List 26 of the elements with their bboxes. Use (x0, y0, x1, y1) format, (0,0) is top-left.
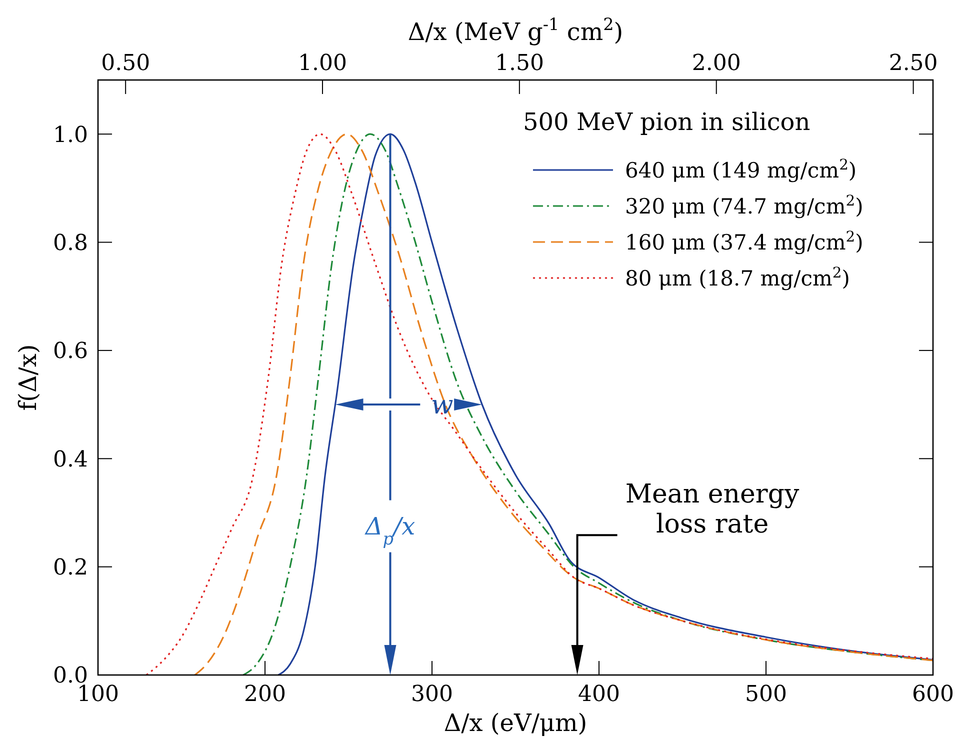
x-tick-label: 200 (244, 682, 286, 707)
y-tick-label: 0.4 (53, 447, 88, 472)
y-tick-label: 0.6 (53, 339, 88, 364)
annotation: Mean energy loss rate (625, 479, 800, 540)
x2-axis-title: Δ/x (MeV g$^{-1}$ cm$^{2}$) (408, 14, 624, 46)
x-tick-label: 300 (411, 682, 453, 707)
y-tick-label: 0.8 (53, 230, 88, 256)
x-tick-label: 500 (745, 682, 787, 707)
x2-tick-label: 1.50 (494, 51, 544, 76)
x-tick-label: 600 (912, 682, 954, 707)
legend-label: 160 μm (37.4 mg/cm$^{2}$) (625, 228, 864, 254)
x-tick-label: 400 (578, 682, 620, 707)
legend-title: 500 MeV pion in silicon (523, 108, 810, 136)
x2-tick-label: 2.00 (692, 51, 741, 76)
y-axis-title: f(Δ/x) (14, 344, 42, 411)
legend-label: 320 μm (74.7 mg/cm$^{2}$) (625, 192, 864, 218)
x2-tick-label: 0.50 (101, 51, 150, 76)
legend-label: 80 μm (18.7 mg/cm$^{2}$) (625, 264, 850, 290)
legend-label: 640 μm (149 mg/cm$^{2}$) (625, 156, 857, 182)
x2-tick-label: 2.50 (888, 51, 938, 76)
y-tick-label: 1.0 (53, 122, 88, 148)
y-tick-label: 0.2 (53, 556, 88, 581)
x-axis-title: Δ/x (eV/μm) (444, 709, 588, 737)
annotation: w (431, 390, 454, 421)
annotation: Δ$_{p}$/x (364, 512, 416, 549)
x2-tick-label: 1.00 (298, 51, 347, 76)
